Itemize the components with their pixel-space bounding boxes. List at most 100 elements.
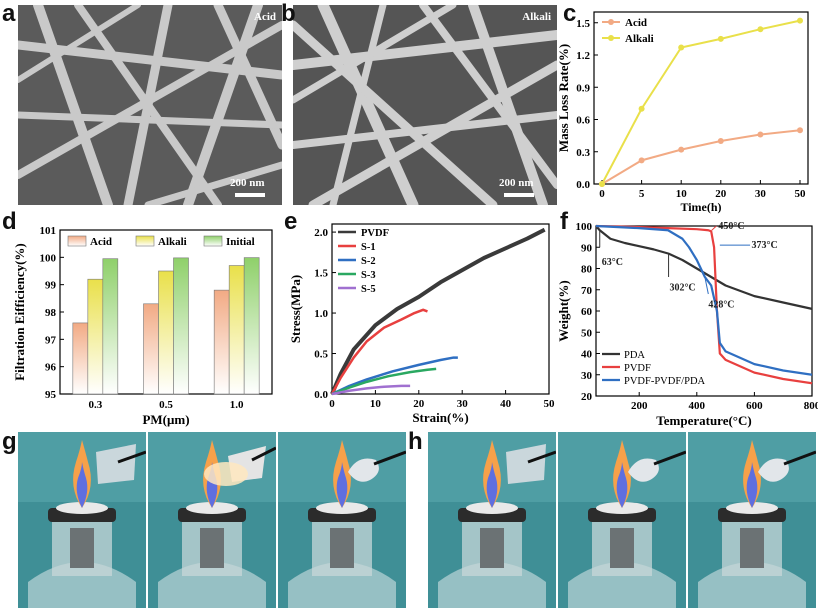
- y-tick-label: 1.5: [576, 18, 590, 30]
- legend-label: Acid: [90, 236, 112, 248]
- flame-inner: [76, 462, 88, 508]
- sem-image-alkali: Alkali 200 nm: [293, 5, 557, 205]
- bar-initial: [243, 257, 260, 395]
- photo-g1: [18, 432, 146, 608]
- scale-label-a: 200 nm: [230, 177, 265, 189]
- x-axis-label: Temperature(°C): [656, 413, 751, 428]
- x-tick-label: 20: [715, 188, 727, 200]
- panel-label-c: c: [563, 0, 577, 27]
- y-tick-label: 0.3: [576, 147, 590, 159]
- series-line: [595, 224, 813, 385]
- x-tick-label: 10: [370, 398, 382, 410]
- bar-alkali: [228, 265, 245, 395]
- tweezers: [653, 450, 686, 466]
- annotation-arrow: [704, 276, 709, 295]
- x-tick-label: 1.0: [230, 399, 244, 411]
- flame-inner: [486, 462, 498, 508]
- flame-scene: [148, 432, 276, 608]
- flame-scene: [558, 432, 686, 608]
- legend-swatch: [135, 235, 155, 247]
- series-line-s-5: [331, 384, 411, 396]
- series-line-s-2: [331, 356, 458, 396]
- panel-label-a: a: [2, 0, 16, 27]
- panel-label-g: g: [2, 428, 17, 455]
- scale-bar-b: [504, 193, 534, 197]
- annotation-arrow: [711, 225, 717, 231]
- x-tick-label: 800: [804, 400, 818, 412]
- legend-label: Alkali: [625, 33, 654, 45]
- data-point: [757, 26, 764, 33]
- y-tick-label: 2.0: [314, 227, 328, 239]
- annotation-label: 63°C: [602, 257, 623, 268]
- bar-alkali: [87, 278, 104, 395]
- x-tick-label: 200: [631, 400, 648, 412]
- series-line-s-3: [331, 367, 437, 396]
- wick-holder: [610, 528, 634, 568]
- x-tick-label: 400: [689, 400, 706, 412]
- flame-inner: [336, 462, 348, 508]
- y-tick-label: 96: [45, 362, 57, 374]
- y-axis-label: Filtration Eifficiency(%): [12, 243, 27, 381]
- membrane-sample: [506, 444, 546, 484]
- y-tick-label: 0.9: [576, 82, 590, 94]
- flame-inner: [746, 462, 758, 508]
- x-tick-label: 20: [413, 398, 425, 410]
- tweezers: [373, 450, 406, 466]
- scale-label-b: 200 nm: [499, 177, 534, 189]
- wick-holder: [330, 528, 354, 568]
- legend-marker: [608, 19, 614, 25]
- sem-tag-acid: Acid: [254, 11, 276, 23]
- photo-h3: [688, 432, 816, 608]
- y-tick-label: 1.0: [314, 308, 328, 320]
- scale-bar-a: [235, 193, 265, 197]
- panel-label-e: e: [284, 208, 298, 235]
- y-tick-label: 60: [581, 306, 593, 318]
- plot-frame: [331, 223, 550, 395]
- flame-inner: [206, 462, 218, 508]
- flame-scene: [688, 432, 816, 608]
- x-tick-label: 50: [544, 398, 556, 410]
- x-axis-label: PM(μm): [142, 412, 189, 427]
- data-point: [797, 127, 803, 134]
- legend-label: S-2: [361, 256, 376, 267]
- flame-inner: [616, 462, 628, 508]
- panel-label-h: h: [408, 428, 423, 455]
- series-line-pvdf: [330, 227, 546, 395]
- photo-g3: [278, 432, 406, 608]
- annotation-label: 450°C: [718, 221, 744, 232]
- chart-stress-strain: 0 10 20 30 40 50 0.0 0.5 1.0 1.5 2.0 Strain(%) Stres…: [288, 223, 556, 425]
- photo-h1: [428, 432, 556, 608]
- legend-swatch: [203, 235, 223, 247]
- x-tick-label: 0: [329, 398, 335, 410]
- legend-label: PVDF: [361, 228, 389, 239]
- y-tick-label: 0.6: [576, 115, 590, 127]
- y-tick-label: 70: [581, 285, 593, 297]
- plot-frame: [593, 11, 809, 185]
- y-tick-label: 95: [45, 389, 57, 401]
- y-tick-label: 40: [581, 349, 593, 361]
- x-tick-label: 10: [676, 188, 688, 200]
- legend-label: S-3: [361, 270, 376, 281]
- burning-glow: [204, 462, 248, 486]
- x-tick-label: 30: [457, 398, 469, 410]
- y-tick-label: 98: [45, 307, 57, 319]
- series-line: [595, 225, 813, 310]
- y-tick-label: 30: [581, 370, 593, 382]
- data-point: [717, 35, 724, 42]
- y-tick-label: 90: [581, 242, 593, 254]
- x-tick-label: 5: [639, 188, 645, 200]
- bar-acid: [72, 322, 89, 395]
- data-point: [757, 131, 764, 138]
- chart-mass-loss: 0 5 10 20 30 50 0.0 0.3 0.6 0.9 1.2 1.5 Time(h) Mass …: [556, 11, 809, 214]
- legend-swatch: [67, 235, 87, 247]
- y-axis-label: Stress(MPa): [288, 275, 303, 343]
- x-axis-label: Strain(%): [412, 410, 468, 425]
- panel-label-b: b: [281, 0, 296, 27]
- membrane-sample: [96, 444, 136, 484]
- chart-tga: 200 400 600 800 20 30 40 50 60 70 80 90 100 Temperatu…: [556, 221, 818, 428]
- panel-label-d: d: [2, 208, 17, 235]
- tweezers: [251, 446, 276, 462]
- flame-scene: [278, 432, 406, 608]
- photo-g2: [148, 432, 276, 608]
- wick-holder: [200, 528, 224, 568]
